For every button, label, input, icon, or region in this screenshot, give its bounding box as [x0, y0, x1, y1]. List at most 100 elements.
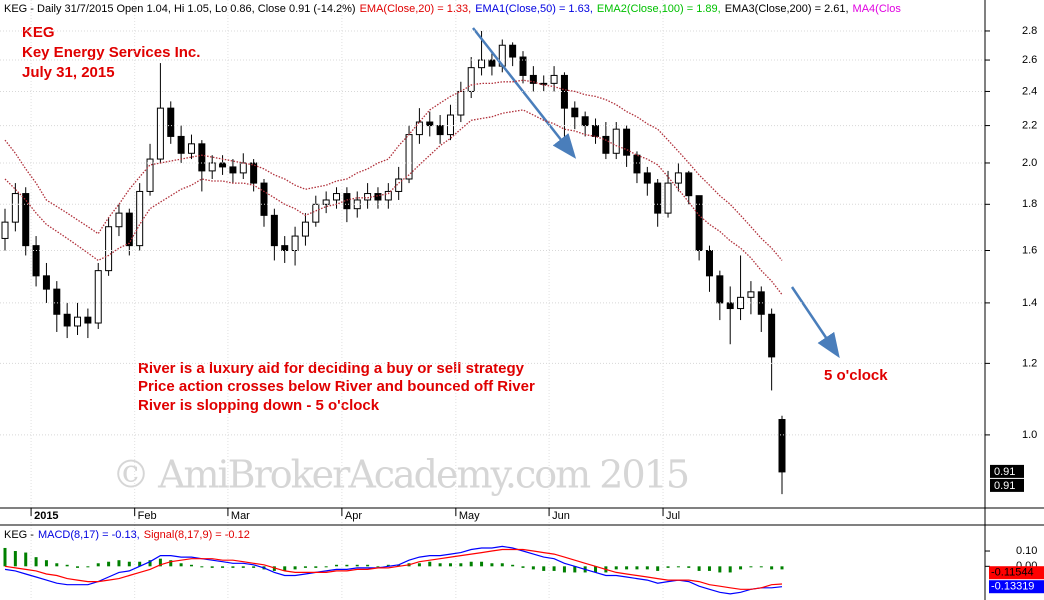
histogram-bar — [490, 563, 494, 567]
date-label: July 31, 2015 — [22, 64, 115, 81]
price-tag — [990, 478, 1024, 492]
header-part: EMA1(Close,50) = 1.63, — [475, 3, 593, 15]
histogram-bar — [459, 563, 463, 567]
candle-body — [602, 135, 610, 154]
histogram-bar — [335, 564, 339, 567]
company-label: Key Energy Services Inc. — [22, 44, 200, 61]
candle-body — [757, 291, 765, 315]
ticker-label: KEG — [22, 24, 55, 41]
candle-body — [301, 221, 309, 237]
candle-body — [592, 125, 600, 137]
candle-body — [281, 245, 289, 252]
histogram-bar — [231, 566, 235, 568]
histogram-bar — [283, 566, 287, 571]
histogram-bar — [480, 561, 484, 567]
header-part: EMA3(Close,200) = 2.61, — [725, 3, 849, 15]
candle-body — [364, 193, 372, 201]
candle-body — [198, 143, 206, 172]
histogram-bar — [562, 566, 566, 573]
histogram-bar — [107, 561, 111, 567]
candle-body — [643, 172, 651, 184]
value-tag — [989, 580, 1044, 594]
candle-body — [22, 193, 30, 247]
histogram-bar — [303, 566, 307, 568]
histogram-bar — [770, 566, 774, 570]
histogram-bar — [614, 566, 618, 570]
candle-body — [84, 316, 92, 324]
candle-body — [322, 199, 330, 205]
histogram-bar — [24, 552, 28, 567]
histogram-bar — [148, 560, 152, 567]
histogram-bar — [594, 566, 598, 573]
candle-body — [74, 316, 82, 327]
candle-body — [426, 121, 434, 127]
histogram-bar — [272, 566, 276, 571]
histogram-bar — [293, 566, 297, 570]
histogram-bar — [511, 564, 515, 567]
candle-body — [737, 296, 745, 310]
y-tick-label: 1.4 — [1022, 297, 1037, 309]
histogram-bar — [366, 564, 370, 567]
candle-body — [623, 128, 631, 156]
candle-body — [747, 291, 755, 298]
histogram-bar — [625, 566, 629, 570]
candle-body — [11, 193, 19, 223]
price-tag — [990, 464, 1024, 478]
histogram-bar — [438, 563, 442, 567]
histogram-bar — [44, 560, 48, 567]
histogram-bar — [55, 563, 59, 567]
macd-line — [4, 548, 783, 590]
histogram-bar — [3, 547, 7, 567]
y-tick-label: 2.8 — [1022, 25, 1037, 37]
note: River is slopping down - 5 o'clock — [138, 397, 380, 414]
histogram-bar — [635, 566, 639, 570]
histogram-bar — [386, 564, 390, 567]
histogram-bar — [676, 566, 680, 568]
candle-body — [581, 116, 589, 127]
candle-body — [53, 288, 61, 315]
x-tick-label: May — [459, 510, 480, 522]
header-part: Signal(8,17,9) = -0.12 — [144, 529, 250, 541]
candle-body — [156, 107, 164, 160]
candle-body — [136, 190, 144, 247]
histogram-bar — [500, 563, 504, 567]
candle-body — [146, 158, 154, 192]
candle-body — [42, 275, 50, 290]
watermark: © AmiBrokerAcademy.com 2015 — [112, 453, 690, 497]
histogram-bar — [138, 561, 142, 567]
grid — [0, 0, 985, 600]
candle-body — [260, 182, 268, 216]
histogram-bar — [552, 566, 556, 571]
candle-body — [768, 313, 776, 358]
candle-body — [654, 182, 662, 214]
candle-body — [94, 270, 102, 324]
candle-body — [446, 114, 454, 136]
candle-body — [1, 221, 9, 239]
note: Price action crosses below River and bou… — [138, 378, 535, 395]
candle-body — [415, 121, 423, 136]
header-part: KEG - Daily 31/7/2015 Open 1.04, Hi 1.05… — [4, 3, 356, 15]
histogram-bar — [718, 566, 722, 573]
histogram-bar — [158, 558, 162, 567]
candle-body — [374, 193, 382, 201]
value-tag — [989, 566, 1044, 580]
candle-body — [105, 226, 113, 272]
candle-body — [177, 135, 185, 154]
candle-body — [478, 59, 486, 69]
histogram-bar — [759, 566, 763, 568]
histogram-bar — [127, 561, 131, 567]
histogram-bar — [707, 566, 711, 571]
x-tick-label: Jul — [666, 510, 680, 522]
histogram-bar — [34, 557, 38, 567]
candle-body — [219, 162, 227, 168]
x-tick-label: Mar — [231, 510, 250, 522]
header-part: KEG - — [4, 529, 34, 541]
candle-body — [208, 162, 216, 172]
candle-body — [187, 143, 195, 154]
candle-body — [270, 214, 278, 247]
y-tick-label: 1.2 — [1022, 357, 1037, 369]
river-line — [4, 79, 783, 261]
histogram-bar — [376, 566, 380, 568]
